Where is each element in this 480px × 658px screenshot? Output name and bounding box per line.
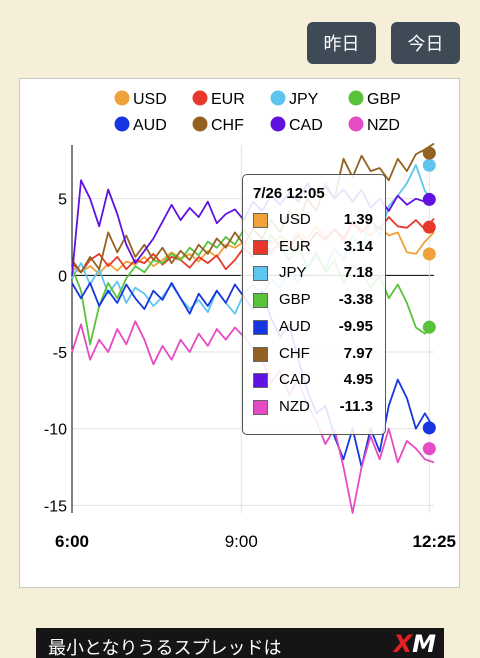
x-tick-label: 6:00 bbox=[55, 532, 89, 551]
tooltip-row-nzd: NZD -11.3 bbox=[253, 398, 377, 418]
legend-marker bbox=[348, 116, 364, 132]
tooltip-code: NZD bbox=[279, 397, 310, 415]
legend-label: USD bbox=[133, 91, 167, 108]
legend-marker bbox=[270, 116, 286, 132]
tooltip-swatch bbox=[253, 373, 268, 389]
hover-marker-eur bbox=[422, 220, 436, 234]
legend-item-aud[interactable]: AUD bbox=[114, 116, 167, 135]
y-tick-label: 5 bbox=[58, 192, 67, 209]
tooltip-value: -11.3 bbox=[339, 397, 373, 415]
hover-marker-cad bbox=[422, 192, 436, 206]
tooltip-code: EUR bbox=[279, 237, 311, 255]
line-chart[interactable]: USD EUR JPY GBP AUD CHF CAD NZD 5 0 -5 -10 -15 6:00 9:… bbox=[20, 79, 461, 589]
legend-label: JPY bbox=[289, 91, 319, 108]
tooltip-title: 7/26 12:05 bbox=[253, 185, 325, 202]
hover-marker-usd bbox=[422, 247, 436, 261]
tooltip-code: CAD bbox=[279, 371, 311, 389]
tooltip-value: 3.14 bbox=[343, 237, 373, 255]
legend-marker bbox=[114, 90, 130, 106]
legend-marker bbox=[270, 90, 286, 106]
hover-marker-aud bbox=[422, 421, 436, 435]
tooltip-row-aud: AUD -9.95 bbox=[253, 318, 377, 338]
y-tick-label: -5 bbox=[53, 345, 67, 362]
tooltip-row-usd: USD 1.39 bbox=[253, 211, 377, 231]
hover-marker-jpy bbox=[422, 158, 436, 172]
tooltip-swatch bbox=[253, 346, 268, 362]
xm-logo: XM bbox=[393, 630, 436, 658]
tooltip-row-jpy: JPY 7.18 bbox=[253, 264, 377, 284]
legend-label: CAD bbox=[289, 117, 323, 134]
legend-item-nzd[interactable]: NZD bbox=[348, 116, 400, 135]
tooltip-value: 7.97 bbox=[343, 344, 373, 362]
tooltip-value: -9.95 bbox=[338, 317, 373, 335]
hover-marker-gbp bbox=[422, 320, 436, 334]
legend-label: AUD bbox=[133, 117, 167, 134]
x-tick-label: 12:25 bbox=[413, 532, 456, 551]
tooltip-swatch bbox=[253, 399, 268, 415]
ad-banner[interactable]: 最小となりうるスプレッドは XM bbox=[36, 628, 444, 658]
legend-item-chf[interactable]: CHF bbox=[192, 116, 245, 135]
tooltip-row-chf: CHF 7.97 bbox=[253, 345, 377, 365]
y-tick-label: -15 bbox=[44, 498, 67, 515]
tooltip-code: CHF bbox=[279, 344, 310, 362]
tooltip-value: 1.39 bbox=[343, 211, 373, 228]
tooltip-swatch bbox=[253, 319, 268, 335]
tooltip-row-cad: CAD 4.95 bbox=[253, 371, 377, 391]
legend-label: GBP bbox=[367, 91, 401, 108]
tooltip-row-gbp: GBP -3.38 bbox=[253, 291, 377, 311]
tooltip-value: 4.95 bbox=[343, 371, 373, 389]
legend-item-eur[interactable]: EUR bbox=[192, 90, 245, 109]
chart-card: USD EUR JPY GBP AUD CHF CAD NZD 5 0 -5 -10 -15 6:00 9:… bbox=[19, 78, 460, 588]
x-tick-label: 9:00 bbox=[225, 532, 258, 551]
tooltip-value: 7.18 bbox=[343, 264, 373, 282]
legend-item-gbp[interactable]: GBP bbox=[348, 90, 401, 109]
legend-marker bbox=[348, 90, 364, 106]
legend-item-cad[interactable]: CAD bbox=[270, 116, 323, 135]
legend-marker bbox=[114, 116, 130, 132]
tooltip-swatch bbox=[253, 293, 268, 309]
y-tick-label: -10 bbox=[44, 422, 67, 439]
legend-marker bbox=[192, 116, 208, 132]
tooltip-value: -3.38 bbox=[338, 291, 373, 309]
tooltip-code: JPY bbox=[279, 264, 307, 282]
tooltip-row-eur: EUR 3.14 bbox=[253, 238, 377, 258]
legend-label: EUR bbox=[211, 91, 245, 108]
yesterday-button[interactable]: 昨日 bbox=[307, 22, 376, 64]
legend-item-jpy[interactable]: JPY bbox=[270, 90, 319, 109]
today-button[interactable]: 今日 bbox=[391, 22, 460, 64]
tooltip-code: USD bbox=[279, 211, 311, 228]
tooltip: 7/26 12:05 USD 1.39 EUR 3.14 JPY 7.18 GBP -3.38… bbox=[242, 174, 386, 435]
tooltip-code: GBP bbox=[279, 291, 311, 309]
legend-item-usd[interactable]: USD bbox=[114, 90, 167, 109]
ad-text: 最小となりうるスプレッドは bbox=[48, 638, 282, 658]
legend-label: NZD bbox=[367, 117, 400, 134]
tooltip-swatch bbox=[253, 213, 268, 228]
legend-marker bbox=[192, 90, 208, 106]
hover-marker-nzd bbox=[422, 442, 436, 456]
hover-marker-chf bbox=[422, 146, 436, 160]
y-tick-label: 0 bbox=[58, 268, 67, 285]
tooltip-swatch bbox=[253, 266, 268, 282]
tooltip-code: AUD bbox=[279, 317, 311, 335]
tooltip-swatch bbox=[253, 239, 268, 255]
legend-label: CHF bbox=[211, 117, 244, 134]
